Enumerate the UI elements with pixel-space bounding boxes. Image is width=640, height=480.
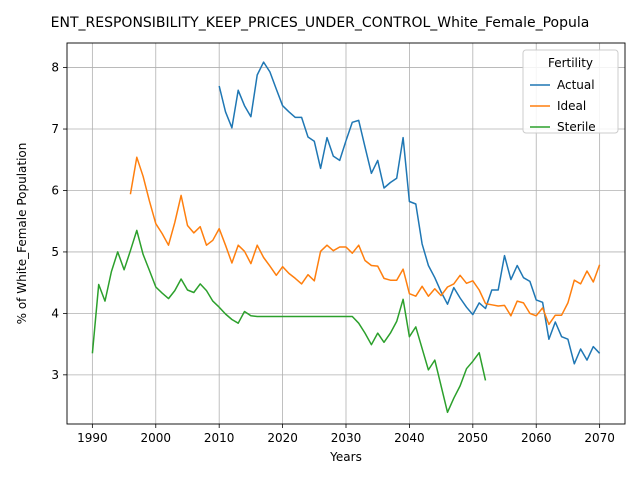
x-tick-label: 2040 [394,431,425,445]
y-tick-label: 7 [51,122,59,136]
y-axis-ticks: 3 4 5 6 7 8 [51,61,67,382]
x-tick-label: 1990 [77,431,108,445]
legend-title: Fertility [548,56,593,70]
y-tick-label: 6 [51,183,59,197]
x-tick-label: 2010 [204,431,235,445]
series-line-sterile [91,229,487,414]
x-tick-label: 2000 [140,431,171,445]
x-tick-label: 2030 [331,431,362,445]
chart-title: ENT_RESPONSIBILITY_KEEP_PRICES_UNDER_CON… [51,15,590,31]
legend-label-ideal: Ideal [557,99,586,113]
x-tick-label: 2050 [458,431,489,445]
x-axis-label: Years [329,450,362,464]
series-lines [91,61,601,414]
x-tick-label: 2020 [267,431,298,445]
x-tick-label: 2060 [521,431,552,445]
y-tick-label: 5 [51,245,59,259]
y-axis-label: % of White_Female Population [15,143,29,325]
series-line-actual [218,61,601,365]
series-line-ideal [129,156,601,326]
x-axis-ticks: 1990 2000 2010 2020 2030 2040 2050 2060 2070 [77,424,615,445]
x-tick-label: 2070 [584,431,615,445]
y-tick-label: 3 [51,368,59,382]
y-tick-label: 4 [51,306,59,320]
legend-label-sterile: Sterile [557,120,596,134]
legend-label-actual: Actual [557,78,595,92]
legend: Fertility Actual Ideal Sterile [522,49,619,134]
legend-box [522,49,619,134]
y-tick-label: 8 [51,61,59,75]
